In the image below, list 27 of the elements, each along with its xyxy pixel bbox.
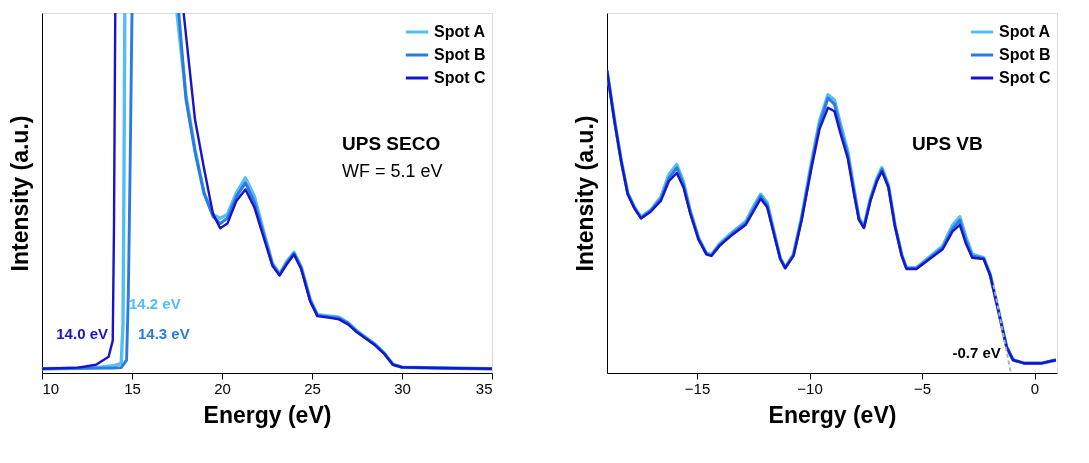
legend-label: Spot B [999,46,1051,63]
legend-label: Spot B [434,46,486,63]
x-tick-label: 30 [394,379,411,397]
x-tick-label: −10 [797,379,823,397]
y-axis-title: Intensity (a.u.) [6,115,33,272]
legend-label: Spot C [999,69,1051,86]
x-tick-label: 25 [304,379,321,397]
annotation: 14.0 eV [56,324,108,342]
x-tick-label: 10 [42,379,60,397]
annotation: 14.2 eV [129,295,181,312]
legend-label: Spot C [434,69,486,86]
x-tick-label: 20 [214,379,231,397]
annotation: WF = 5.1 eV [342,161,443,181]
x-tick-label: 15 [124,379,141,397]
annotation: UPS SECO [342,133,441,154]
legend-label: Spot A [434,23,486,40]
legend-label: Spot A [999,23,1051,40]
x-tick-label: 0 [1030,379,1040,397]
x-axis-title: Energy (eV) [768,401,897,428]
x-tick-label: 35 [475,379,493,397]
annotation: -0.7 eV [952,344,1001,362]
y-axis-title: Intensity (a.u.) [571,115,598,272]
x-tick-label: −5 [913,379,932,397]
annotation: UPS VB [912,133,983,154]
annotation: 14.3 eV [138,325,190,342]
x-axis-title: Energy (eV) [203,401,332,428]
x-tick-label: −15 [684,379,711,397]
